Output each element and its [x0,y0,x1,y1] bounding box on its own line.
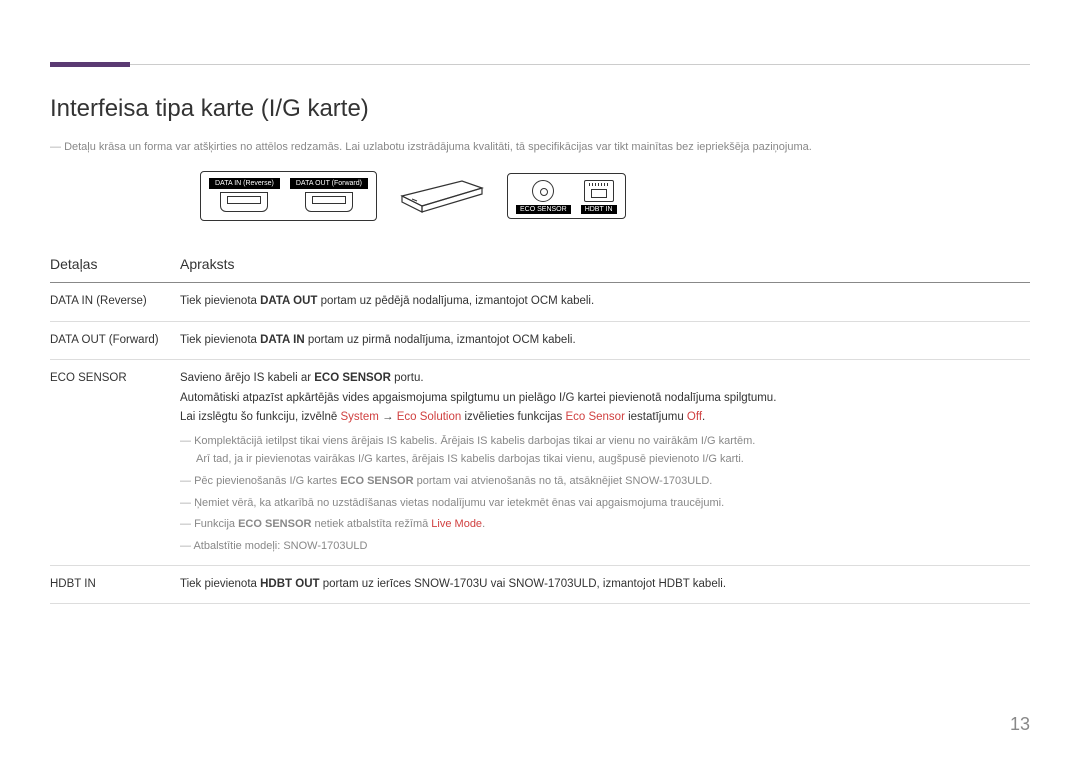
page-content: Interfeisa tipa karte (I/G karte) Detaļu… [50,95,1030,604]
row-desc: Tiek pievienota HDBT OUT portam uz ierīc… [180,565,1030,604]
table-row: ECO SENSOR Savieno ārējo IS kabeli ar EC… [50,360,1030,566]
card-3d-icon [397,176,487,216]
diagram-row: DATA IN (Reverse) DATA OUT (Forward) ECO… [200,171,1030,221]
table-row: DATA OUT (Forward) Tiek pievienota DATA … [50,321,1030,360]
page-note: Detaļu krāsa un forma var atšķirties no … [50,141,1030,153]
data-out-port: DATA OUT (Forward) [290,178,368,212]
circle-port-icon [532,180,554,202]
hdbt-in-label: HDBT IN [581,205,617,214]
eco-sensor-port: ECO SENSOR [516,180,571,214]
row-label: HDBT IN [50,565,180,604]
data-io-module: DATA IN (Reverse) DATA OUT (Forward) [200,171,377,221]
hdmi-port-icon [220,192,268,212]
ports-table: Detaļas Apraksts DATA IN (Reverse) Tiek … [50,246,1030,604]
col-header-desc: Apraksts [180,246,1030,283]
table-row: HDBT IN Tiek pievienota HDBT OUT portam … [50,565,1030,604]
data-out-label: DATA OUT (Forward) [290,178,368,189]
data-in-port: DATA IN (Reverse) [209,178,280,212]
rj-port-icon [584,180,614,202]
page-title: Interfeisa tipa karte (I/G karte) [50,95,1030,123]
table-row: DATA IN (Reverse) Tiek pievienota DATA O… [50,283,1030,322]
row-desc: Tiek pievienota DATA OUT portam uz pēdēj… [180,283,1030,322]
row-label: ECO SENSOR [50,360,180,566]
data-in-label: DATA IN (Reverse) [209,178,280,189]
hdmi-port-icon [305,192,353,212]
eco-sensor-label: ECO SENSOR [516,205,571,214]
sub-notes: Komplektācijā ietilpst tikai viens ārēja… [180,432,1022,556]
header-divider [130,64,1030,65]
row-label: DATA IN (Reverse) [50,283,180,322]
row-desc: Savieno ārējo IS kabeli ar ECO SENSOR po… [180,360,1030,566]
col-header-parts: Detaļas [50,246,180,283]
hdbt-in-port: HDBT IN [581,180,617,214]
page-number: 13 [1010,714,1030,735]
row-label: DATA OUT (Forward) [50,321,180,360]
header-accent-bar [50,62,130,67]
row-desc: Tiek pievienota DATA IN portam uz pirmā … [180,321,1030,360]
sensor-hdbt-module: ECO SENSOR HDBT IN [507,173,626,219]
